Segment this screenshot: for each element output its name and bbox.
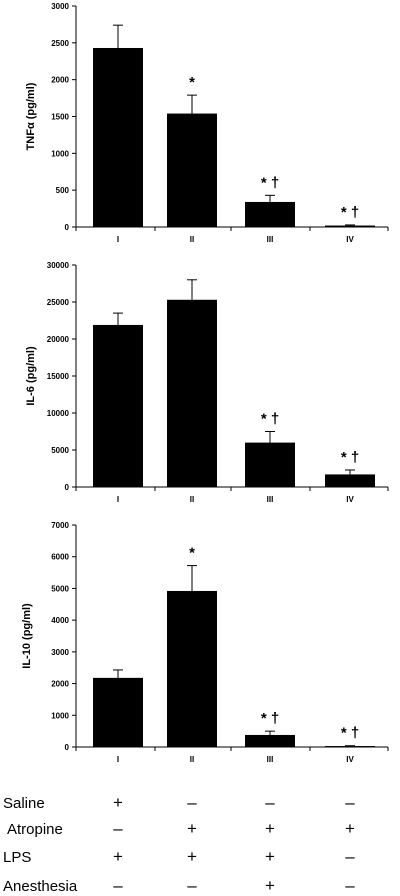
bar (167, 299, 217, 487)
x-tick-label: II (190, 235, 194, 244)
significance-marker: * † (261, 174, 279, 191)
significance-marker: * † (341, 204, 359, 221)
treatment-symbol: + (113, 847, 123, 866)
significance-marker: * (189, 545, 195, 562)
x-tick-label: II (190, 495, 194, 504)
bar (245, 734, 295, 747)
chart-panel: 0 5000 10000 15000 20000 25000 30000 IL-6 (pg/m… (25, 261, 389, 504)
treatment-label: Anesthesia (3, 878, 78, 895)
y-tick-label: 10000 (47, 409, 70, 418)
treatment-label: Saline (3, 795, 45, 812)
x-tick-label: III (267, 235, 274, 244)
treatment-symbol: – (265, 793, 275, 812)
treatment-symbol: + (187, 847, 197, 866)
y-tick-label: 7000 (51, 521, 69, 530)
bar (325, 225, 375, 227)
y-tick-label: 1500 (51, 113, 69, 122)
bar (245, 201, 295, 227)
treatment-table: Saline + – – – Atropine – + + + LPS + + + – Anesthesia –… (3, 793, 355, 895)
y-axis-label: IL-10 (pg/ml) (21, 603, 33, 669)
treatment-label: LPS (3, 849, 31, 866)
y-tick-label: 0 (65, 483, 70, 492)
treatment-symbol: – (113, 876, 123, 895)
x-tick-label: I (117, 495, 119, 504)
treatment-symbol: – (187, 793, 197, 812)
x-tick-label: I (117, 235, 119, 244)
treatment-symbol: + (113, 793, 123, 812)
y-tick-label: 5000 (51, 584, 69, 593)
y-tick-label: 4000 (51, 616, 69, 625)
treatment-symbol: – (345, 793, 355, 812)
bar (167, 590, 217, 747)
y-tick-label: 5000 (51, 446, 69, 455)
y-tick-label: 500 (56, 186, 70, 195)
y-tick-label: 30000 (47, 261, 70, 270)
y-tick-label: 3000 (51, 648, 69, 657)
treatment-symbol: + (265, 847, 275, 866)
bar (325, 746, 375, 748)
x-tick-label: IV (346, 755, 354, 764)
significance-marker: * † (261, 710, 279, 727)
treatment-symbol: + (265, 819, 275, 838)
y-tick-label: 3000 (51, 2, 69, 11)
significance-marker: * † (261, 411, 279, 428)
bar (93, 677, 143, 747)
y-tick-label: 25000 (47, 298, 70, 307)
significance-marker: * † (341, 449, 359, 466)
x-tick-label: IV (346, 495, 354, 504)
significance-marker: * † (341, 725, 359, 742)
treatment-symbol: + (345, 819, 355, 838)
y-tick-label: 1000 (51, 711, 69, 720)
treatment-symbol: + (187, 819, 197, 838)
x-tick-label: IV (346, 235, 354, 244)
bar (245, 442, 295, 487)
treatment-symbol: + (265, 876, 275, 895)
x-tick-label: I (117, 755, 119, 764)
treatment-symbol: – (345, 876, 355, 895)
x-tick-label: III (267, 495, 274, 504)
y-tick-label: 20000 (47, 335, 70, 344)
y-tick-label: 0 (65, 223, 70, 232)
bar (93, 324, 143, 487)
y-tick-label: 2000 (51, 76, 69, 85)
x-tick-label: III (267, 755, 274, 764)
treatment-symbol: – (113, 819, 123, 838)
bar (325, 474, 375, 487)
y-tick-label: 0 (65, 743, 70, 752)
y-axis-label: IL-6 (pg/ml) (25, 346, 37, 406)
bar (93, 47, 143, 227)
treatment-symbol: – (345, 847, 355, 866)
y-axis-label: TNFα (pg/ml) (25, 82, 37, 150)
y-tick-label: 1000 (51, 149, 69, 158)
y-tick-label: 2000 (51, 680, 69, 689)
y-tick-label: 6000 (51, 553, 69, 562)
x-tick-label: II (190, 755, 194, 764)
y-tick-label: 2500 (51, 39, 69, 48)
bar (167, 113, 217, 227)
treatment-symbol: – (187, 876, 197, 895)
y-tick-label: 15000 (47, 372, 70, 381)
chart-panel: 0 1000 2000 3000 4000 5000 6000 7000 IL-10 (pg/m… (21, 521, 389, 764)
treatment-label: Atropine (7, 821, 63, 838)
significance-marker: * (189, 74, 195, 91)
